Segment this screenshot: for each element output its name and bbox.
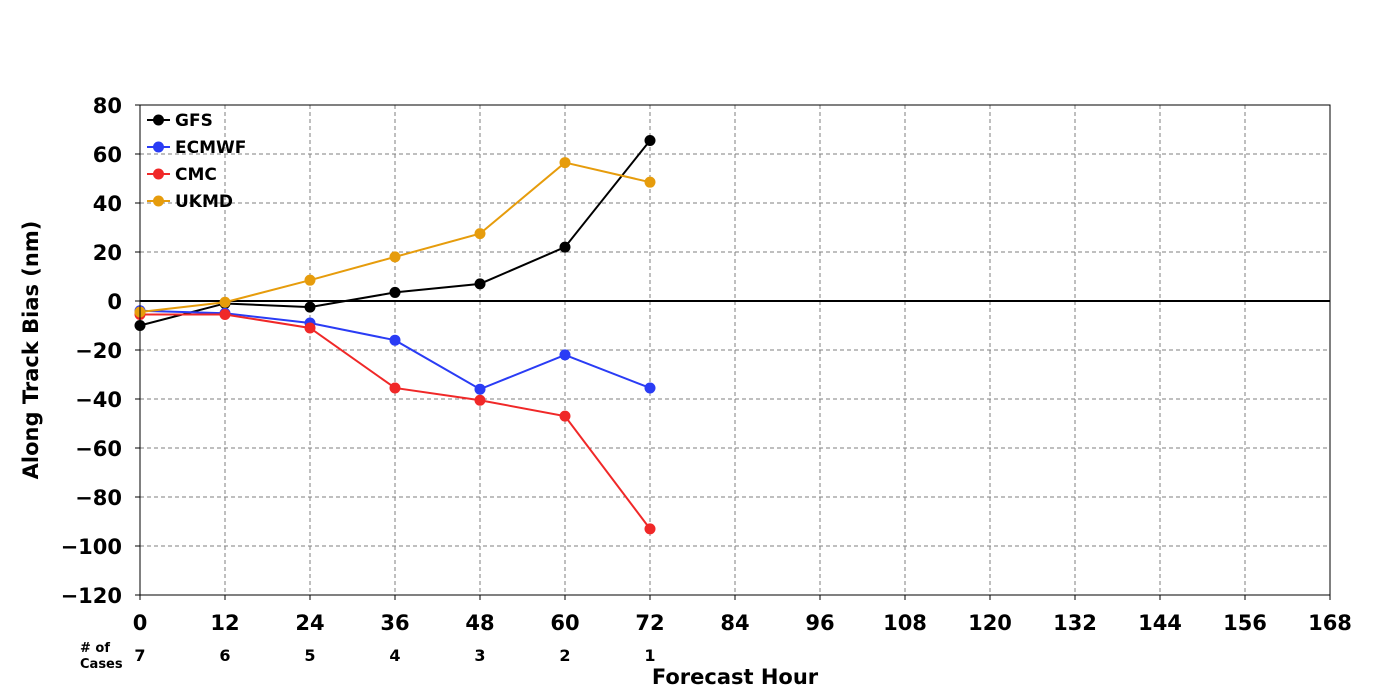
y-axis-label: Along Track Bias (nm) [19, 221, 43, 480]
legend-label: UKMD [175, 192, 233, 212]
data-point [474, 228, 486, 240]
data-point [644, 176, 656, 188]
series-cmc [134, 308, 656, 535]
x-tick-label: 12 [210, 611, 239, 635]
x-tick-label: 132 [1053, 611, 1097, 635]
data-point [559, 157, 571, 169]
data-point [304, 274, 316, 286]
data-point [389, 334, 401, 346]
cases-label-line1: # of [80, 641, 110, 656]
x-tick-label: 144 [1138, 611, 1182, 635]
legend-label: CMC [175, 165, 217, 185]
data-point [559, 410, 571, 422]
x-tick-label: 168 [1308, 611, 1352, 635]
x-axis-label: Forecast Hour [652, 665, 819, 689]
y-tick-label: −60 [75, 437, 122, 461]
grid-lines [140, 105, 1330, 595]
x-tick-label: 156 [1223, 611, 1267, 635]
data-point [644, 382, 656, 394]
x-tick-label: 24 [295, 611, 324, 635]
x-tick-label: 96 [805, 611, 834, 635]
y-tick-label: 60 [93, 143, 122, 167]
y-tick-label: −20 [75, 339, 122, 363]
x-tick-label: 108 [883, 611, 927, 635]
case-count: 4 [389, 646, 400, 665]
data-point [474, 383, 486, 395]
y-tick-label: 80 [93, 94, 122, 118]
x-tick-label: 36 [380, 611, 409, 635]
x-tick-label: 48 [465, 611, 494, 635]
legend-item-ukmd: UKMD [147, 192, 233, 212]
series-layer [134, 135, 656, 535]
data-point [644, 523, 656, 535]
y-tick-labels: 80 60 40 20 0 −20 −40 −60 −80 −100 −120 [61, 94, 140, 608]
series-ukmd [134, 157, 656, 318]
y-tick-label: −40 [75, 388, 122, 412]
x-tick-label: 0 [133, 611, 148, 635]
legend-swatch-marker [153, 168, 164, 180]
legend-swatch-marker [153, 195, 164, 207]
data-point [474, 394, 486, 406]
legend-item-cmc: CMC [147, 165, 217, 185]
data-point [559, 241, 571, 253]
case-count: 5 [304, 646, 315, 665]
legend-label: GFS [175, 111, 213, 131]
case-count: 2 [559, 646, 570, 665]
legend: GFS ECMWF CMC UKMD [147, 111, 246, 212]
x-tick-label: 72 [635, 611, 664, 635]
legend-item-ecmwf: ECMWF [147, 138, 246, 158]
legend-swatch-marker [153, 141, 164, 153]
y-tick-label: 0 [107, 290, 122, 314]
data-point [219, 308, 231, 320]
x-tick-label: 120 [968, 611, 1012, 635]
cases-label-line2: Cases [80, 657, 123, 672]
legend-swatch-marker [153, 114, 164, 126]
data-point [559, 349, 571, 361]
x-tick-labels: 0 12 24 36 48 60 72 84 96 108 120 132 144 156 168 [133, 595, 1352, 635]
case-count: 3 [474, 646, 485, 665]
y-tick-label: −120 [61, 584, 122, 608]
x-tick-label: 84 [720, 611, 749, 635]
data-point [304, 301, 316, 313]
data-point [389, 382, 401, 394]
data-point [389, 251, 401, 263]
legend-label: ECMWF [175, 138, 246, 158]
data-point [474, 278, 486, 290]
x-tick-label: 60 [550, 611, 579, 635]
y-tick-label: 40 [93, 192, 122, 216]
legend-item-gfs: GFS [147, 111, 213, 131]
data-point [389, 286, 401, 298]
data-point [644, 135, 656, 147]
case-count: 7 [134, 646, 145, 665]
data-point [219, 296, 231, 308]
y-tick-label: −100 [61, 535, 122, 559]
y-tick-label: 20 [93, 241, 122, 265]
data-point [304, 322, 316, 334]
case-count: 1 [644, 646, 655, 665]
cases-row: # of Cases 7 6 5 4 3 2 1 [80, 641, 656, 672]
y-tick-label: −80 [75, 486, 122, 510]
case-count: 6 [219, 646, 230, 665]
